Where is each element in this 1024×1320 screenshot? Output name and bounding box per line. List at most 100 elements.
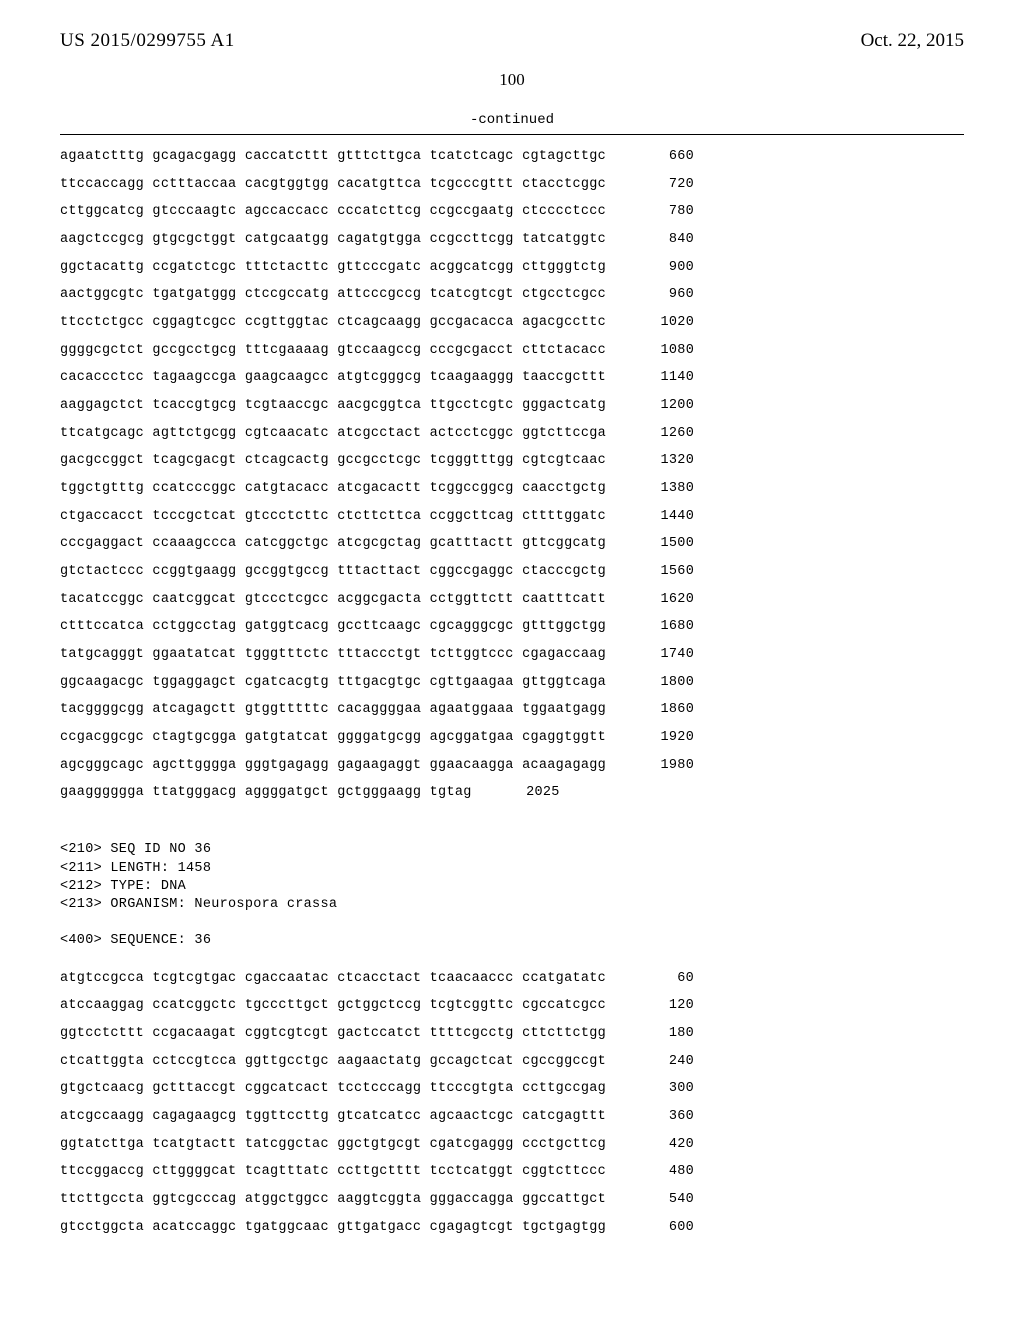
sequence-text: ggtcctcttt ccgacaagat cggtcgtcgt gactcca…: [60, 1020, 606, 1048]
sequence-position: 1620: [606, 586, 694, 614]
sequence-position: 1860: [606, 696, 694, 724]
sequence-text: agcgggcagc agcttgggga gggtgagagg gagaaga…: [60, 752, 606, 780]
sequence-position: 1200: [606, 392, 694, 420]
sequence-text: cccgaggact ccaaagccca catcggctgc atcgcgc…: [60, 530, 606, 558]
sequence-line: ggggcgctct gccgcctgcg tttcgaaaag gtccaag…: [60, 337, 964, 365]
sequence-line: agcgggcagc agcttgggga gggtgagagg gagaaga…: [60, 752, 964, 780]
sequence-position: 1680: [606, 613, 694, 641]
sequence-text: ggctacattg ccgatctcgc tttctacttc gttcccg…: [60, 254, 606, 282]
sequence-text: aagctccgcg gtgcgctggt catgcaatgg cagatgt…: [60, 226, 606, 254]
sequence-position: 1320: [606, 447, 694, 475]
sequence-text: ctgaccacct tcccgctcat gtccctcttc ctcttct…: [60, 503, 606, 531]
sequence-text: atgtccgcca tcgtcgtgac cgaccaatac ctcacct…: [60, 965, 606, 993]
sequence-text: ctcattggta cctccgtcca ggttgcctgc aagaact…: [60, 1048, 606, 1076]
sequence-text: ctttccatca cctggcctag gatggtcacg gccttca…: [60, 613, 606, 641]
sequence-text: gacgccggct tcagcgacgt ctcagcactg gccgcct…: [60, 447, 606, 475]
sequence-line: ttccaccagg cctttaccaa cacgtggtgg cacatgt…: [60, 171, 964, 199]
sequence-position: 120: [606, 992, 694, 1020]
sequence-line: ccgacggcgc ctagtgcgga gatgtatcat ggggatg…: [60, 724, 964, 752]
sequence-text: aactggcgtc tgatgatggg ctccgccatg attcccg…: [60, 281, 606, 309]
sequence-position: 840: [606, 226, 694, 254]
sequence-line: ttcctctgcc cggagtcgcc ccgttggtac ctcagca…: [60, 309, 964, 337]
publication-number: US 2015/0299755 A1: [60, 30, 235, 52]
sequence-text: tacggggcgg atcagagctt gtggtttttc cacaggg…: [60, 696, 606, 724]
sequence-line: ggtatcttga tcatgtactt tatcggctac ggctgtg…: [60, 1131, 964, 1159]
top-rule: [60, 134, 964, 135]
sequence-position: 1440: [606, 503, 694, 531]
continued-label: -continued: [60, 112, 964, 128]
sequence-position: 300: [606, 1075, 694, 1103]
sequence-text: cttggcatcg gtcccaagtc agccaccacc cccatct…: [60, 198, 606, 226]
sequence-text: gtctactccc ccggtgaagg gccggtgccg tttactt…: [60, 558, 606, 586]
meta-type: <212> TYPE: DNA: [60, 879, 186, 894]
sequence-line: ttcatgcagc agttctgcgg cgtcaacatc atcgcct…: [60, 420, 964, 448]
sequence-text: cacaccctcc tagaagccga gaagcaagcc atgtcgg…: [60, 364, 606, 392]
meta-seq-id: <210> SEQ ID NO 36: [60, 842, 211, 857]
sequence-text: ggggcgctct gccgcctgcg tttcgaaaag gtccaag…: [60, 337, 606, 365]
sequence-meta: <210> SEQ ID NO 36 <211> LENGTH: 1458 <2…: [60, 823, 964, 951]
sequence-line: ttcttgccta ggtcgcccag atggctggcc aaggtcg…: [60, 1186, 964, 1214]
sequence-line: ctgaccacct tcccgctcat gtccctcttc ctcttct…: [60, 503, 964, 531]
sequence-position: 1560: [606, 558, 694, 586]
sequence-position: 1500: [606, 530, 694, 558]
sequence-position: 780: [606, 198, 694, 226]
sequence-line: aaggagctct tcaccgtgcg tcgtaaccgc aacgcgg…: [60, 392, 964, 420]
sequence-line: aagctccgcg gtgcgctggt catgcaatgg cagatgt…: [60, 226, 964, 254]
sequence-text: ttccaccagg cctttaccaa cacgtggtgg cacatgt…: [60, 171, 606, 199]
sequence-text: ggcaagacgc tggaggagct cgatcacgtg tttgacg…: [60, 669, 606, 697]
sequence-line: gtgctcaacg gctttaccgt cggcatcact tcctccc…: [60, 1075, 964, 1103]
sequence-position: 900: [606, 254, 694, 282]
sequence-text: atccaaggag ccatcggctc tgcccttgct gctggct…: [60, 992, 606, 1020]
sequence-position: 2025: [472, 779, 560, 807]
sequence-text: agaatctttg gcagacgagg caccatcttt gtttctt…: [60, 143, 606, 171]
sequence-position: 540: [606, 1186, 694, 1214]
sequence-text: ttcctctgcc cggagtcgcc ccgttggtac ctcagca…: [60, 309, 606, 337]
sequence-position: 180: [606, 1020, 694, 1048]
sequence-position: 1740: [606, 641, 694, 669]
sequence-text: ggtatcttga tcatgtactt tatcggctac ggctgtg…: [60, 1131, 606, 1159]
sequence-line: ggtcctcttt ccgacaagat cggtcgtcgt gactcca…: [60, 1020, 964, 1048]
sequence-text: tacatccggc caatcggcat gtccctcgcc acggcga…: [60, 586, 606, 614]
sequence-line: gacgccggct tcagcgacgt ctcagcactg gccgcct…: [60, 447, 964, 475]
sequence-position: 1800: [606, 669, 694, 697]
sequence-line: gtctactccc ccggtgaagg gccggtgccg tttactt…: [60, 558, 964, 586]
sequence-position: 600: [606, 1214, 694, 1242]
sequence-position: 1020: [606, 309, 694, 337]
sequence-position: 1380: [606, 475, 694, 503]
sequence-position: 480: [606, 1158, 694, 1186]
sequence-line: tatgcagggt ggaatatcat tgggtttctc tttaccc…: [60, 641, 964, 669]
sequence-position: 1140: [606, 364, 694, 392]
sequence-block-2: atgtccgcca tcgtcgtgac cgaccaatac ctcacct…: [60, 965, 964, 1242]
sequence-text: gtcctggcta acatccaggc tgatggcaac gttgatg…: [60, 1214, 606, 1242]
sequence-position: 1260: [606, 420, 694, 448]
sequence-position: 720: [606, 171, 694, 199]
header-row: US 2015/0299755 A1 Oct. 22, 2015: [60, 30, 964, 52]
sequence-text: ccgacggcgc ctagtgcgga gatgtatcat ggggatg…: [60, 724, 606, 752]
sequence-position: 1980: [606, 752, 694, 780]
sequence-position: 240: [606, 1048, 694, 1076]
page-number: 100: [60, 70, 964, 90]
sequence-line: ctttccatca cctggcctag gatggtcacg gccttca…: [60, 613, 964, 641]
sequence-line: gaagggggga ttatgggacg aggggatgct gctggga…: [60, 779, 964, 807]
sequence-line: atcgccaagg cagagaagcg tggttccttg gtcatca…: [60, 1103, 964, 1131]
sequence-line: atgtccgcca tcgtcgtgac cgaccaatac ctcacct…: [60, 965, 964, 993]
sequence-line: ctcattggta cctccgtcca ggttgcctgc aagaact…: [60, 1048, 964, 1076]
sequence-line: gtcctggcta acatccaggc tgatggcaac gttgatg…: [60, 1214, 964, 1242]
sequence-block-1: agaatctttg gcagacgagg caccatcttt gtttctt…: [60, 143, 964, 807]
meta-organism: <213> ORGANISM: Neurospora crassa: [60, 897, 337, 912]
sequence-position: 960: [606, 281, 694, 309]
sequence-line: cacaccctcc tagaagccga gaagcaagcc atgtcgg…: [60, 364, 964, 392]
sequence-position: 660: [606, 143, 694, 171]
sequence-line: tggctgtttg ccatcccggc catgtacacc atcgaca…: [60, 475, 964, 503]
page-container: US 2015/0299755 A1 Oct. 22, 2015 100 -co…: [0, 0, 1024, 1281]
sequence-line: ttccggaccg cttggggcat tcagtttatc ccttgct…: [60, 1158, 964, 1186]
sequence-line: ggcaagacgc tggaggagct cgatcacgtg tttgacg…: [60, 669, 964, 697]
sequence-text: gtgctcaacg gctttaccgt cggcatcact tcctccc…: [60, 1075, 606, 1103]
sequence-line: cttggcatcg gtcccaagtc agccaccacc cccatct…: [60, 198, 964, 226]
sequence-text: atcgccaagg cagagaagcg tggttccttg gtcatca…: [60, 1103, 606, 1131]
sequence-position: 1920: [606, 724, 694, 752]
sequence-line: cccgaggact ccaaagccca catcggctgc atcgcgc…: [60, 530, 964, 558]
sequence-position: 360: [606, 1103, 694, 1131]
sequence-line: aactggcgtc tgatgatggg ctccgccatg attcccg…: [60, 281, 964, 309]
sequence-text: ttcttgccta ggtcgcccag atggctggcc aaggtcg…: [60, 1186, 606, 1214]
